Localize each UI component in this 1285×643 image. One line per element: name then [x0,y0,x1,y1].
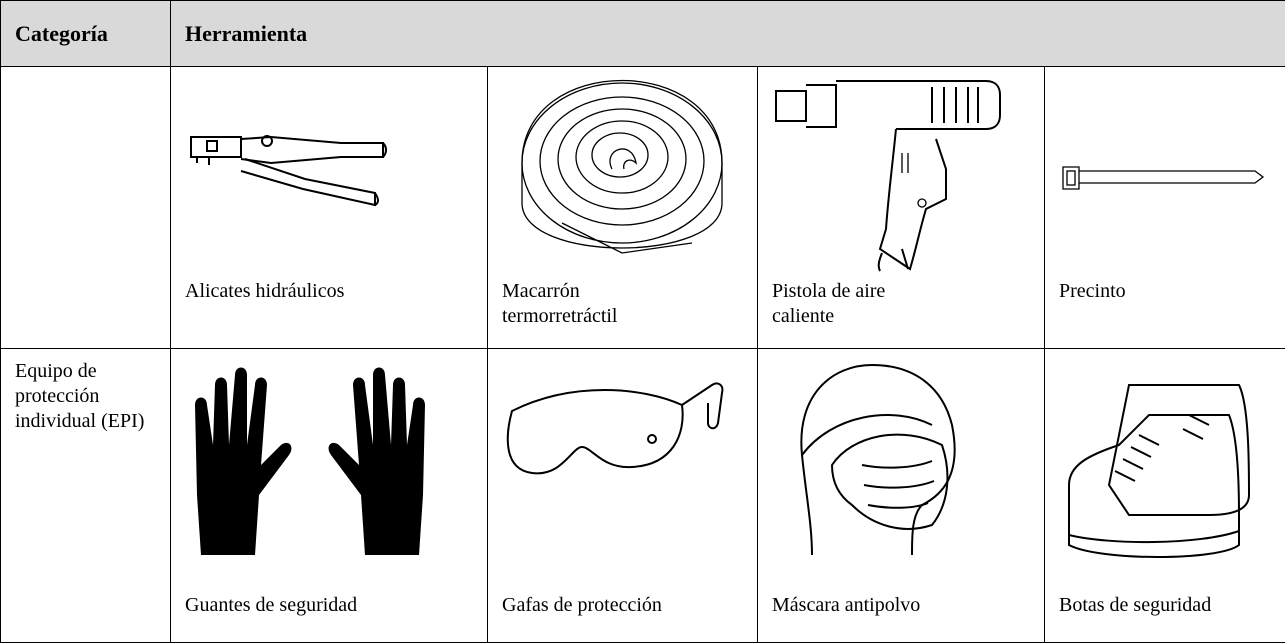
tool-cell: Precinto [1045,67,1285,349]
tool-label: Botas de seguridad [1059,594,1211,616]
tool-cell: Alicates hidráulicos [171,67,488,349]
header-row: Categoría Herramienta [1,1,1285,67]
gloves-icon [185,355,435,593]
tape-icon [502,73,742,279]
tool-cell: Botas de seguridad [1045,349,1285,643]
tool-label: Máscara antipolvo [772,594,920,616]
tool-cell: Guantes de seguridad [171,349,488,643]
category-cell [1,67,171,349]
tool-cell: Máscara antipolvo [758,349,1045,643]
mask-icon [772,355,1012,593]
boots-icon [1059,355,1279,593]
header-cell: Herramienta [171,1,1285,67]
row: Equipo de protección individual (EPI) Gu… [1,349,1285,643]
header-cell: Categoría [1,1,171,67]
tool-label: Macarrón termorretráctil [502,279,672,329]
goggles-icon [502,355,742,593]
tool-label: Alicates hidráulicos [185,280,344,302]
category-cell: Equipo de protección individual (EPI) [1,349,171,643]
tool-cell: Macarrón termorretráctil [488,67,758,349]
tool-label: Pistola de aire caliente [772,279,942,329]
tool-label: Precinto [1059,280,1126,302]
tool-cell: Pistola de aire caliente [758,67,1045,349]
heat-gun-icon [772,73,1022,279]
pliers-icon [185,73,425,279]
tool-cell: Gafas de protección [488,349,758,643]
cable-tie-icon [1059,73,1279,279]
tool-label: Gafas de protección [502,594,662,616]
row: Alicates hidráulicos Macarrón termorretr… [1,67,1285,349]
tool-label: Guantes de seguridad [185,594,357,616]
